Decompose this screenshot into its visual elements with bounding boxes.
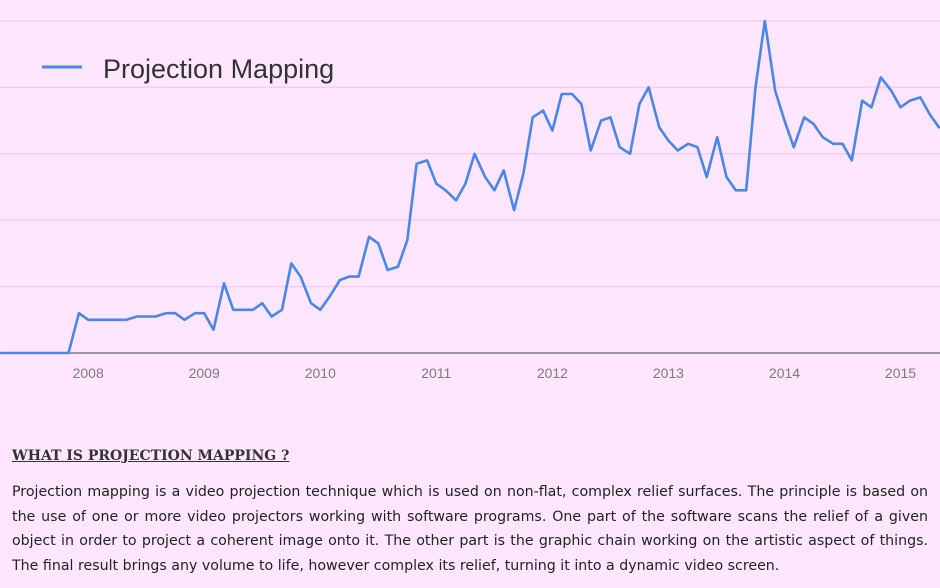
interest-over-time-chart: 2008 2009 2010 2011 2012 2013 2014 2015 Project… [0,19,940,381]
x-tick-label: 2008 [73,365,104,381]
x-tick-label: 2010 [305,365,336,381]
chart-gridlines [0,20,940,288]
x-tick-label: 2012 [537,365,568,381]
article-body: Projection mapping is a video projection… [12,484,928,574]
legend-label: Projection Mapping [103,54,334,84]
article-section: WHAT IS PROJECTION MAPPING ? Projection … [12,448,928,578]
x-tick-label: 2011 [421,365,451,381]
x-tick-label: 2013 [653,365,684,381]
x-tick-label: 2015 [885,365,916,381]
series-line-projection-mapping [0,19,940,355]
x-tick-label: 2014 [769,365,800,381]
x-axis-ticks: 2008 2009 2010 2011 2012 2013 2014 2015 [73,365,917,381]
chart-legend: Projection Mapping [42,54,334,84]
article-heading: WHAT IS PROJECTION MAPPING ? [12,448,290,464]
x-tick-label: 2009 [189,365,220,381]
series-points [1,20,939,354]
